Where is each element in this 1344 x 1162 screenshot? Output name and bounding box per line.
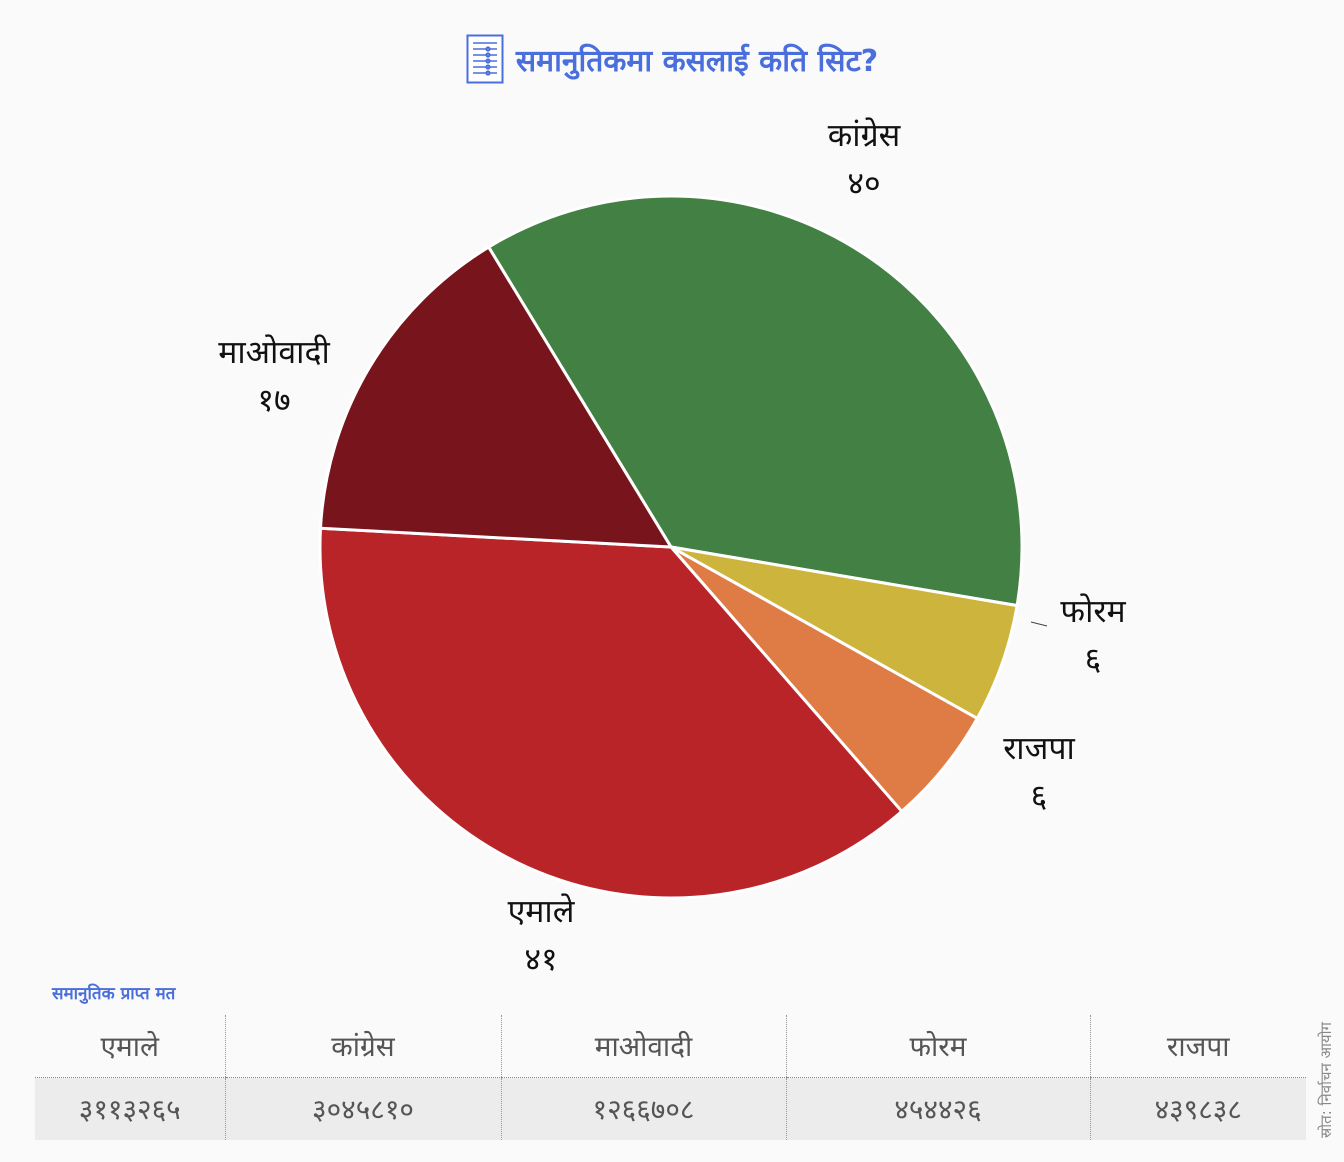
slice-label-value: ६ <box>1085 640 1102 678</box>
source-note: स्रोत: निर्वाचन आयोग <box>1317 1022 1335 1138</box>
votes-value: ३०४५८१० <box>224 1077 501 1140</box>
votes-header: राजपा <box>1089 1015 1306 1078</box>
slice-label-value: ४१ <box>524 940 557 978</box>
votes-header: माओवादी <box>500 1015 786 1078</box>
chart-title: समानुतिकमा कसलाई कति सिट? <box>0 34 1344 84</box>
votes-header: कांग्रेस <box>224 1015 501 1078</box>
votes-table-caption: समानुतिक प्राप्त मत <box>52 984 176 1004</box>
votes-value: ३११३२६५ <box>35 1077 225 1140</box>
slice-label-name: माओवादी <box>218 333 330 371</box>
votes-value: ४५४४२६ <box>785 1077 1090 1140</box>
votes-header: एमाले <box>35 1015 225 1078</box>
votes-table: एमाले कांग्रेस माओवादी फोरम राजपा ३११३२६… <box>35 1015 1306 1140</box>
pie-slice-कांग्रेस <box>487 194 1024 608</box>
ballot-list-icon <box>466 34 504 84</box>
slice-label-value: ४० <box>847 164 880 202</box>
chart-title-text: समानुतिकमा कसलाई कति सिट? <box>515 43 879 79</box>
leader-line-फोरम <box>1030 621 1048 627</box>
pie-slice-माओवादी <box>319 245 673 549</box>
votes-table-row: ३११३२६५ ३०४५८१० १२६६७०८ ४५४४२६ ४३९८३८ <box>35 1077 1306 1140</box>
slice-label-name: कांग्रेस <box>828 116 902 154</box>
pie-chart: कांग्रेस ४० फोरम ६ राजपा ६ एमाले ४१ माओवादी १७ <box>218 116 1126 978</box>
slice-label-name: फोरम <box>1060 592 1126 630</box>
votes-value: १२६६७०८ <box>500 1077 786 1140</box>
votes-table-header-row: एमाले कांग्रेस माओवादी फोरम राजपा <box>35 1015 1306 1078</box>
slice-label-value: १७ <box>257 381 290 419</box>
votes-value: ४३९८३८ <box>1089 1077 1306 1140</box>
slice-label-name: एमाले <box>508 892 576 930</box>
pie-slice-एमाले <box>318 526 904 900</box>
slice-label-name: राजपा <box>1003 729 1075 767</box>
votes-header: फोरम <box>785 1015 1090 1078</box>
slice-label-value: ६ <box>1031 777 1048 815</box>
